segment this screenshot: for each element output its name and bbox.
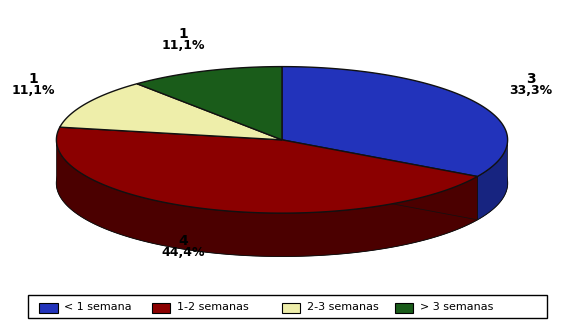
Text: 1: 1 — [28, 72, 38, 86]
Text: 2-3 semanas: 2-3 semanas — [307, 302, 378, 312]
Text: 4: 4 — [179, 233, 188, 247]
Text: 11,1%: 11,1% — [162, 39, 205, 52]
Bar — [282, 303, 300, 313]
Text: 33,3%: 33,3% — [509, 84, 553, 98]
Text: 11,1%: 11,1% — [11, 84, 55, 98]
Polygon shape — [56, 110, 508, 256]
Polygon shape — [56, 127, 477, 213]
Polygon shape — [282, 67, 508, 176]
Text: > 3 semanas: > 3 semanas — [420, 302, 493, 312]
Text: < 1 semana: < 1 semana — [64, 302, 132, 312]
Polygon shape — [137, 67, 282, 140]
Bar — [39, 303, 58, 313]
Polygon shape — [60, 84, 282, 140]
Polygon shape — [56, 141, 477, 256]
Text: 1-2 semanas: 1-2 semanas — [177, 302, 249, 312]
Polygon shape — [282, 140, 477, 220]
Polygon shape — [477, 141, 508, 220]
Text: 44,4%: 44,4% — [162, 246, 205, 259]
Text: 3: 3 — [526, 72, 536, 86]
Bar — [28, 295, 547, 318]
Text: 1: 1 — [179, 27, 188, 41]
Bar — [395, 303, 413, 313]
Bar — [152, 303, 170, 313]
Polygon shape — [282, 140, 477, 220]
